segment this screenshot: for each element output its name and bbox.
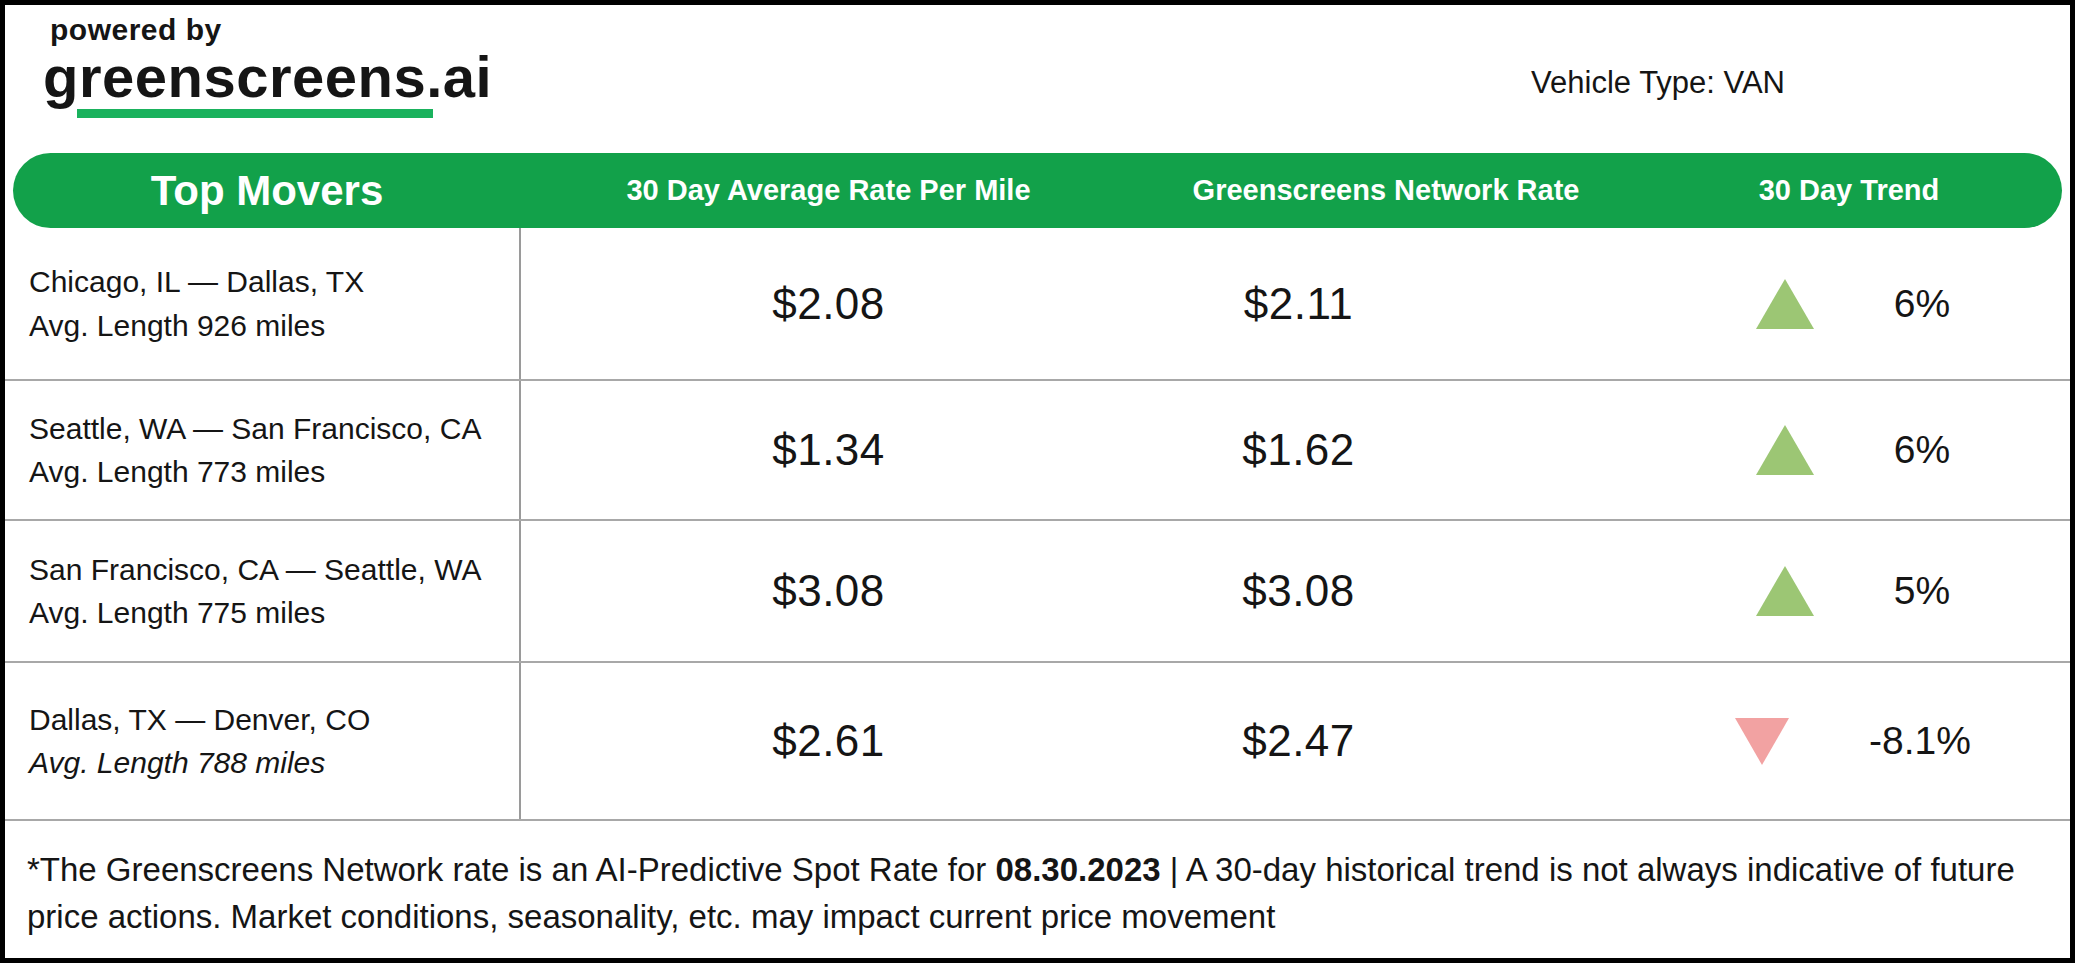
brand-name: greenscreens.ai [43, 48, 492, 106]
avg-rate-value: $2.08 [521, 279, 1136, 329]
table-header-bar: Top Movers 30 Day Average Rate Per Mile … [13, 153, 2062, 228]
lane-cell: Seattle, WA — San Francisco, CA Avg. Len… [5, 381, 521, 519]
vehicle-type-label: Vehicle Type: VAN [1531, 65, 1785, 101]
powered-by-label: powered by [43, 13, 492, 46]
trend-up-icon [1756, 425, 1814, 475]
lane-length-label: Avg. Length 926 miles [29, 304, 519, 348]
avg-rate-value: $2.61 [521, 716, 1136, 766]
trend-up-icon [1756, 279, 1814, 329]
brand-underline-bar [77, 109, 433, 118]
avg-rate-value: $1.34 [521, 425, 1136, 475]
avg-rate-value: $3.08 [521, 566, 1136, 616]
table-row: Dallas, TX — Denver, CO Avg. Length 788 … [5, 661, 2070, 819]
lane-label: Dallas, TX — Denver, CO [29, 698, 519, 742]
rates-table: Chicago, IL — Dallas, TX Avg. Length 926… [5, 228, 2070, 821]
network-rate-value: $2.11 [1136, 279, 1461, 329]
column-header-trend: 30 Day Trend [1636, 174, 2062, 207]
lane-cell: Dallas, TX — Denver, CO Avg. Length 788 … [5, 663, 521, 819]
column-header-network-rate: Greenscreens Network Rate [1136, 174, 1636, 207]
trend-percent: 6% [1894, 428, 1950, 472]
disclaimer-text: *The Greenscreens Network rate is an AI-… [5, 821, 2070, 941]
lane-label: San Francisco, CA — Seattle, WA [29, 548, 519, 592]
lane-label: Seattle, WA — San Francisco, CA [29, 407, 519, 451]
table-row: Seattle, WA — San Francisco, CA Avg. Len… [5, 379, 2070, 519]
page-header: powered by greenscreens.ai Vehicle Type:… [5, 5, 2070, 153]
trend-cell: 5% [1636, 566, 2070, 616]
lane-cell: San Francisco, CA — Seattle, WA Avg. Len… [5, 521, 521, 661]
trend-down-icon [1735, 718, 1789, 765]
trend-up-icon [1756, 566, 1814, 616]
network-rate-value: $2.47 [1136, 716, 1461, 766]
trend-percent: 5% [1894, 569, 1950, 613]
report-page: powered by greenscreens.ai Vehicle Type:… [0, 0, 2075, 963]
lane-length-label: Avg. Length 773 miles [29, 450, 519, 494]
lane-label: Chicago, IL — Dallas, TX [29, 260, 519, 304]
network-rate-value: $3.08 [1136, 566, 1461, 616]
table-row: Chicago, IL — Dallas, TX Avg. Length 926… [5, 228, 2070, 379]
lane-cell: Chicago, IL — Dallas, TX Avg. Length 926… [5, 228, 521, 379]
trend-cell: 6% [1636, 279, 2070, 329]
trend-percent: -8.1% [1869, 719, 1971, 763]
network-rate-value: $1.62 [1136, 425, 1461, 475]
trend-cell: 6% [1636, 425, 2070, 475]
disclaimer-date: 08.30.2023 [995, 851, 1160, 888]
lane-length-label: Avg. Length 788 miles [29, 741, 519, 785]
column-header-avg-rate: 30 Day Average Rate Per Mile [521, 174, 1136, 207]
table-title: Top Movers [13, 167, 521, 215]
table-row: San Francisco, CA — Seattle, WA Avg. Len… [5, 519, 2070, 661]
trend-cell: -8.1% [1636, 718, 2070, 765]
lane-length-label: Avg. Length 775 miles [29, 591, 519, 635]
brand-logo: powered by greenscreens.ai [5, 13, 492, 118]
trend-percent: 6% [1894, 282, 1950, 326]
disclaimer-prefix: *The Greenscreens Network rate is an AI-… [27, 851, 995, 888]
